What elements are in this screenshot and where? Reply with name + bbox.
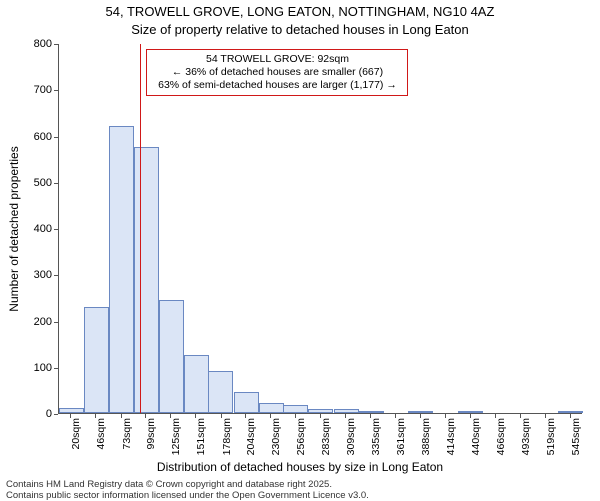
y-tick-label: 200: [12, 316, 52, 328]
x-tick-label: 519sqm: [545, 418, 557, 468]
y-tick-label: 400: [12, 223, 52, 235]
y-tick-mark: [54, 368, 58, 369]
y-tick-label: 600: [12, 131, 52, 143]
x-tick-label: 440sqm: [470, 418, 482, 468]
y-tick-mark: [54, 183, 58, 184]
histogram-bar: [84, 307, 109, 413]
x-tick-label: 361sqm: [395, 418, 407, 468]
chart-title-line2: Size of property relative to detached ho…: [0, 22, 600, 37]
histogram-bar: [458, 411, 483, 413]
x-tick-label: 230sqm: [270, 418, 282, 468]
y-tick-mark: [54, 322, 58, 323]
y-tick-mark: [54, 275, 58, 276]
x-tick-label: 99sqm: [145, 418, 157, 468]
y-tick-mark: [54, 414, 58, 415]
annotation-line: ← 36% of detached houses are smaller (66…: [153, 66, 401, 79]
x-tick-label: 20sqm: [70, 418, 82, 468]
property-marker-line: [140, 44, 141, 413]
x-tick-label: 256sqm: [295, 418, 307, 468]
x-tick-label: 388sqm: [420, 418, 432, 468]
histogram-bar: [334, 409, 359, 413]
histogram-bar: [59, 408, 84, 413]
histogram-bar: [208, 371, 233, 413]
footer-attribution-1: Contains HM Land Registry data © Crown c…: [6, 479, 332, 490]
histogram-bar: [408, 411, 433, 413]
y-tick-label: 500: [12, 177, 52, 189]
annotation-line: 63% of semi-detached houses are larger (…: [153, 79, 401, 92]
histogram-bar: [109, 126, 134, 413]
x-tick-label: 545sqm: [570, 418, 582, 468]
y-tick-label: 300: [12, 269, 52, 281]
y-tick-mark: [54, 90, 58, 91]
histogram-bar: [134, 147, 159, 413]
x-tick-label: 493sqm: [520, 418, 532, 468]
x-tick-label: 309sqm: [345, 418, 357, 468]
histogram-bar: [558, 411, 583, 413]
x-tick-label: 414sqm: [445, 418, 457, 468]
x-tick-label: 283sqm: [320, 418, 332, 468]
chart-container: 54, TROWELL GROVE, LONG EATON, NOTTINGHA…: [0, 0, 600, 500]
y-tick-mark: [54, 137, 58, 138]
chart-title-line1: 54, TROWELL GROVE, LONG EATON, NOTTINGHA…: [0, 4, 600, 19]
histogram-bar: [159, 300, 184, 413]
y-tick-label: 0: [12, 408, 52, 420]
x-tick-label: 73sqm: [121, 418, 133, 468]
y-tick-mark: [54, 229, 58, 230]
x-tick-label: 178sqm: [221, 418, 233, 468]
x-tick-label: 151sqm: [195, 418, 207, 468]
histogram-bar: [259, 403, 284, 413]
annotation-line: 54 TROWELL GROVE: 92sqm: [153, 53, 401, 66]
y-tick-mark: [54, 44, 58, 45]
footer-attribution-2: Contains public sector information licen…: [6, 490, 369, 501]
x-tick-label: 466sqm: [495, 418, 507, 468]
x-tick-label: 335sqm: [370, 418, 382, 468]
x-tick-label: 125sqm: [170, 418, 182, 468]
plot-area: 54 TROWELL GROVE: 92sqm← 36% of detached…: [58, 44, 582, 414]
histogram-bar: [359, 411, 384, 413]
histogram-bar: [308, 409, 333, 413]
x-tick-label: 46sqm: [95, 418, 107, 468]
annotation-box: 54 TROWELL GROVE: 92sqm← 36% of detached…: [146, 49, 408, 96]
y-tick-label: 100: [12, 362, 52, 374]
histogram-bar: [234, 392, 259, 413]
y-tick-label: 800: [12, 38, 52, 50]
x-tick-label: 204sqm: [245, 418, 257, 468]
histogram-bar: [283, 405, 308, 413]
histogram-bar: [184, 355, 209, 413]
y-tick-label: 700: [12, 84, 52, 96]
